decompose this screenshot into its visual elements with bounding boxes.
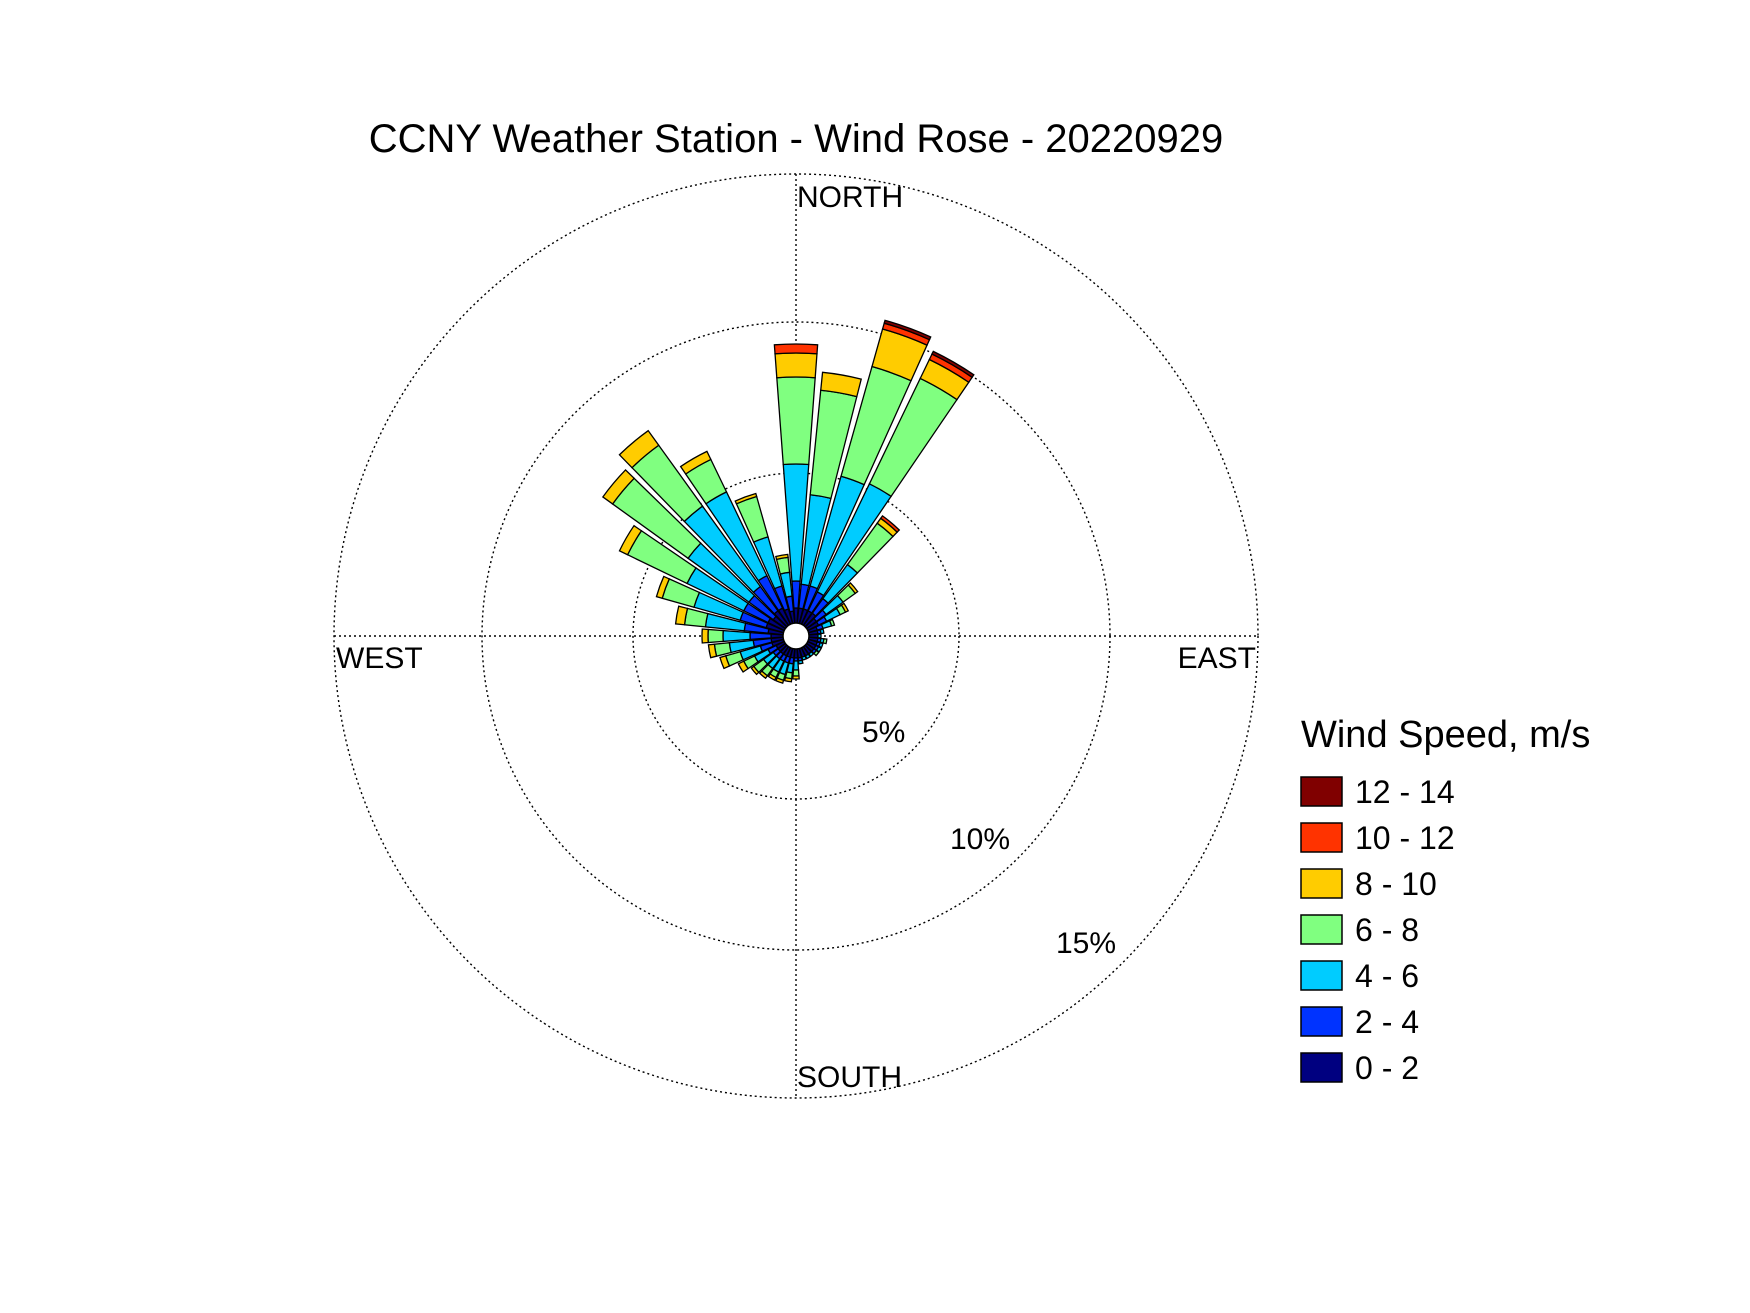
- sector-320-bin-4: [618, 429, 660, 469]
- legend-items: 12 - 14 10 - 12 8 - 10 6 - 8 4 - 6 2 - 4 0 - 2: [1300, 774, 1455, 1086]
- legend-swatch-4: [1300, 960, 1343, 991]
- sector-210-bin-4: [767, 673, 777, 682]
- sector-20-bin-6: [883, 319, 932, 341]
- label-north: NORTH: [797, 181, 903, 214]
- ring-label-5: 5%: [862, 716, 905, 749]
- sector-250-bin-4: [719, 655, 731, 670]
- ring-label-10: 10%: [950, 823, 1010, 856]
- wind-sectors: [601, 319, 975, 684]
- sector-40-bin-5: [879, 514, 901, 534]
- sector-160-bin-2: [801, 655, 808, 661]
- sector-310-bin-4: [601, 469, 636, 505]
- sector-290-bin-4: [655, 575, 671, 600]
- sector-220-bin-4: [758, 670, 769, 680]
- sector-60-bin-4: [840, 602, 850, 613]
- legend-swatch-2: [1300, 868, 1343, 899]
- sector-180-bin-4: [792, 675, 800, 680]
- ring-label-15: 15%: [1056, 927, 1116, 960]
- legend-swatch-0: [1300, 776, 1343, 807]
- sector-270-bin-3: [707, 628, 724, 644]
- sector-200-bin-4: [775, 677, 785, 684]
- sector-230-bin-4: [750, 665, 760, 676]
- sector-330-bin-4: [679, 450, 712, 475]
- sector-10-bin-4: [820, 371, 863, 398]
- legend-label-1: 10 - 12: [1355, 820, 1455, 856]
- legend: Wind Speed, m/s 12 - 14 10 - 12 8 - 10 6 - …: [1300, 714, 1590, 1086]
- sector-30-bin-6: [931, 350, 975, 379]
- sector-140-bin-2: [807, 650, 815, 658]
- sector-280-bin-4: [674, 605, 689, 626]
- sector-350-bin-3: [775, 556, 791, 575]
- legend-label-4: 4 - 6: [1355, 958, 1419, 994]
- sector-300-bin-4: [618, 524, 643, 556]
- sector-150-bin-2: [804, 653, 811, 660]
- calm-center-circle: [782, 622, 810, 650]
- sector-240-bin-4: [737, 660, 749, 673]
- sector-0-bin-5: [773, 343, 819, 355]
- legend-label-3: 6 - 8: [1355, 912, 1419, 948]
- sector-180-bin-2: [792, 660, 800, 671]
- sector-80-bin-2: [819, 628, 825, 635]
- sector-170-bin-2: [797, 659, 804, 665]
- label-south: SOUTH: [797, 1061, 902, 1094]
- legend-label-6: 0 - 2: [1355, 1050, 1419, 1086]
- legend-label-5: 2 - 4: [1355, 1004, 1419, 1040]
- legend-label-0: 12 - 14: [1355, 774, 1455, 810]
- sector-280-bin-3: [683, 607, 709, 628]
- sector-100-bin-3: [822, 638, 828, 645]
- sector-50-bin-4: [847, 582, 859, 595]
- sector-130-bin-3: [812, 649, 820, 657]
- sector-70-bin-3: [828, 618, 836, 627]
- legend-swatch-3: [1300, 914, 1343, 945]
- sector-270-bin-2: [722, 629, 751, 643]
- sector-190-bin-4: [783, 676, 793, 683]
- sector-0-bin-3: [776, 376, 816, 466]
- sector-90-bin-2: [817, 633, 822, 639]
- sector-120-bin-2: [815, 645, 823, 653]
- sector-110-bin-2: [817, 641, 824, 649]
- sector-0-bin-4: [774, 352, 818, 379]
- chart-title: CCNY Weather Station - Wind Rose - 20220…: [369, 117, 1224, 161]
- legend-label-2: 8 - 10: [1355, 866, 1437, 902]
- sector-260-bin-4: [707, 643, 718, 659]
- legend-swatch-6: [1300, 1052, 1343, 1083]
- sector-270-bin-4: [701, 628, 709, 644]
- label-west: WEST: [336, 642, 423, 675]
- sector-260-bin-3: [713, 642, 732, 657]
- sector-350-bin-4: [775, 553, 789, 561]
- sector-180-bin-3: [792, 669, 800, 677]
- legend-swatch-5: [1300, 1006, 1343, 1037]
- sector-340-bin-4: [734, 492, 758, 505]
- legend-swatch-1: [1300, 822, 1343, 853]
- legend-title: Wind Speed, m/s: [1301, 714, 1590, 756]
- label-east: EAST: [1178, 642, 1256, 675]
